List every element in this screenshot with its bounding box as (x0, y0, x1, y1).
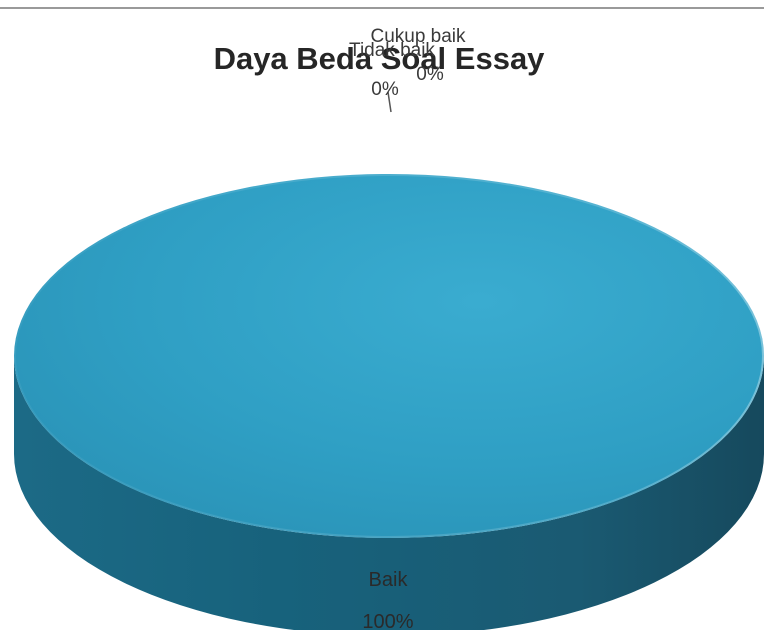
data-label-tidak-baik-category: Tidak baik (349, 40, 435, 61)
pie-slice-baik (14, 174, 764, 538)
pie-slice-baik-rim (14, 174, 764, 538)
top-border (0, 0, 764, 9)
pie-slices (14, 174, 764, 630)
data-label-baik-category: Baik (369, 569, 409, 591)
data-label-cukup-baik-category: Cukup baik (370, 26, 466, 47)
data-label-tidak-baik-percent: 0% (371, 79, 399, 100)
data-label-baik-percent: 100% (362, 611, 413, 630)
chart-title: Daya Beda Soal Essay (214, 41, 546, 76)
data-label-cukup-baik-percent: 0% (416, 64, 444, 85)
pie-slice-baik-side (14, 356, 764, 630)
leader-line (387, 91, 392, 113)
